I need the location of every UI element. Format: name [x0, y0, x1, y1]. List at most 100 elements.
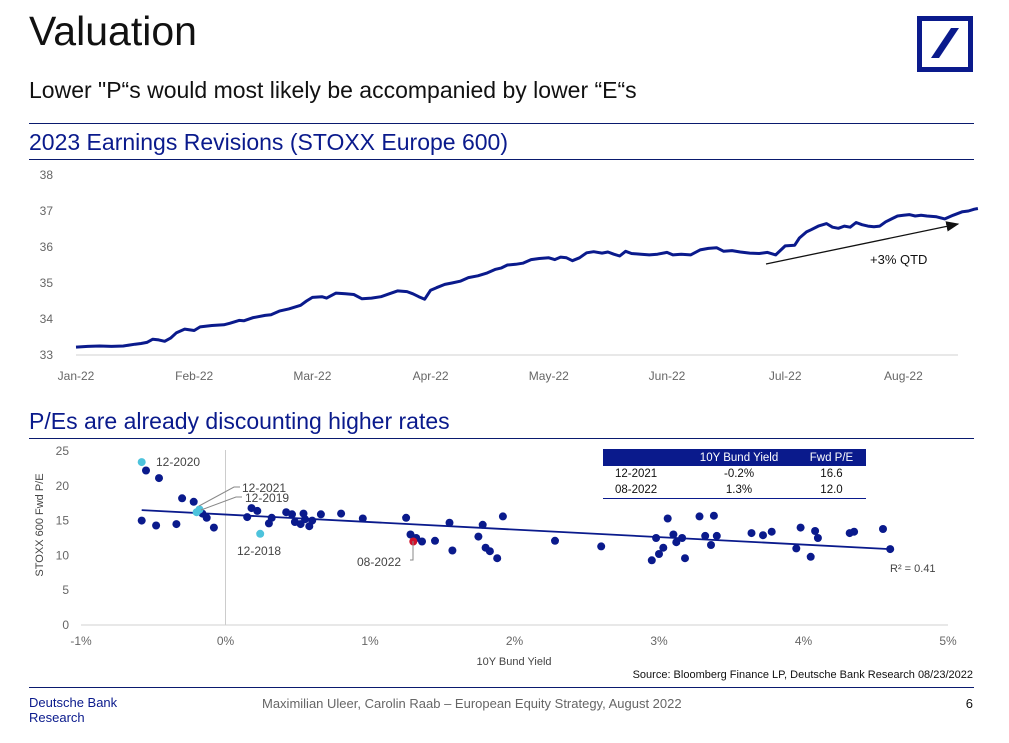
table-header-date	[603, 449, 682, 466]
scatter-point	[709, 511, 718, 520]
scatter-point	[850, 527, 859, 536]
scatter-point	[672, 538, 681, 547]
line-chart-x-tick: Jul-22	[769, 369, 802, 383]
scatter-y-tick: 0	[62, 618, 69, 632]
scatter-point	[681, 554, 689, 563]
scatter-point	[759, 531, 767, 540]
qtd-arrow	[765, 221, 960, 265]
table-header-pe: Fwd P/E	[796, 449, 866, 466]
line-chart-y-tick: 36	[40, 240, 54, 254]
scatter-point	[474, 532, 483, 541]
scatter-point	[813, 534, 822, 542]
scatter-x-tick: 3%	[650, 634, 668, 648]
scatter-point	[243, 513, 252, 522]
scatter-point	[288, 510, 296, 519]
line-chart-series-2023-eps	[75, 207, 979, 349]
scatter-x-tick: 4%	[795, 634, 813, 648]
page-title: Valuation	[29, 8, 197, 54]
scatter-point	[172, 520, 181, 529]
line-chart-y-tick: 33	[40, 348, 54, 362]
table-row: 12-2021 -0.2% 16.6	[603, 466, 866, 482]
footer-brand-line1: Deutsche Bank	[29, 695, 118, 710]
scatter-point	[811, 527, 820, 535]
scatter-point	[337, 509, 346, 518]
footer-rule	[29, 687, 974, 688]
scatter-point	[707, 541, 715, 549]
page-number: 6	[965, 696, 973, 711]
scatter-point	[678, 534, 687, 542]
scatter-point	[747, 529, 756, 538]
scatter-point	[202, 513, 211, 522]
scatter-point	[209, 523, 218, 532]
scatter-point	[142, 466, 150, 475]
scatter-point	[659, 543, 668, 552]
scatter-y-tick: 15	[56, 514, 70, 528]
table-cell-pe: 16.6	[820, 468, 843, 480]
footer-authors: Maximilian Uleer, Carolin Raab – Europea…	[262, 696, 682, 711]
line-chart-x-tick: Feb-22	[175, 369, 213, 383]
line-chart-y-tick: 38	[40, 168, 54, 182]
scatter-point	[712, 531, 721, 540]
line-chart-title: 2023 Earnings Revisions (STOXX Europe 60…	[29, 129, 509, 155]
scatter-point	[663, 514, 672, 523]
leader-12-2019	[200, 496, 242, 511]
scatter-point	[155, 474, 163, 483]
table-cell-pe: 12.0	[796, 482, 866, 499]
scatter-chart-title: P/Es are already discounting higher rate…	[29, 408, 450, 434]
label-12-2019: 12-2019	[245, 491, 289, 505]
scatter-highlight-point-12-2018	[256, 529, 265, 538]
label-12-2021: 12-2021	[242, 481, 286, 495]
yield-pe-table: 10Y Bund Yield Fwd P/E 12-2021 -0.2% 16.…	[603, 449, 866, 499]
scatter-point	[301, 515, 309, 524]
source-note: Source: Bloomberg Finance LP, Deutsche B…	[632, 669, 973, 681]
scatter-point	[448, 546, 457, 555]
scatter-trendline	[141, 509, 891, 551]
line-chart-x-tick: Jun-22	[649, 369, 686, 383]
scatter-point	[493, 554, 502, 563]
scatter-point	[418, 537, 426, 546]
table-cell-date: 12-2021	[615, 468, 658, 480]
line-chart-y-tick: 37	[40, 204, 54, 218]
scatter-point	[253, 506, 262, 515]
table-row: 08-2022 1.3% 12.0	[603, 482, 866, 499]
scatter-point	[806, 552, 815, 561]
scatter-point	[308, 516, 317, 525]
scatter-y-axis-label: STOXX 600 Fwd P/E	[34, 473, 46, 576]
table-cell-date: 08-2022	[603, 482, 682, 499]
scatter-point	[655, 550, 663, 558]
line-chart-x-tick: Jan-22	[58, 369, 95, 383]
footer-brand: Deutsche Bank Research	[29, 695, 117, 725]
scatter-y-tick: 25	[56, 444, 70, 458]
table-cell-yield: -0.2%	[724, 468, 755, 480]
label-12-2018: 12-2018	[237, 544, 281, 558]
line-chart-y-tick: 34	[40, 312, 54, 326]
scatter-point	[669, 530, 678, 539]
deutsche-bank-logo-icon	[917, 16, 973, 72]
scatter-point	[792, 544, 801, 553]
line-chart-y-tick: 35	[40, 276, 54, 290]
table-cell-yield: 1.3%	[681, 482, 797, 499]
scatter-point	[597, 542, 606, 551]
scatter-point	[402, 513, 411, 522]
scatter-point	[498, 512, 507, 521]
leader-08-2022	[410, 541, 414, 561]
scatter-point	[485, 547, 494, 556]
qtd-annotation: +3% QTD	[870, 252, 927, 267]
line-chart-x-tick: Aug-22	[884, 369, 923, 383]
footer-brand-line2: Research	[29, 710, 85, 725]
leader-12-2021	[198, 486, 240, 507]
line-chart-x-tick: May-22	[529, 369, 569, 383]
r-squared-label: R² = 0.41	[890, 563, 936, 575]
scatter-point	[701, 531, 710, 540]
label-08-2022: 08-2022	[357, 555, 401, 569]
scatter-y-tick: 10	[56, 548, 70, 562]
scatter-point	[647, 556, 656, 565]
scatter-x-tick: -1%	[70, 634, 92, 648]
scatter-x-tick: 5%	[939, 634, 957, 648]
scatter-x-tick: 0%	[217, 634, 235, 648]
scatter-highlight-point-12-2019	[192, 508, 201, 517]
scatter-point	[879, 525, 887, 533]
scatter-y-tick: 20	[56, 479, 70, 493]
scatter-point	[178, 494, 187, 503]
scatter-point	[551, 536, 559, 545]
